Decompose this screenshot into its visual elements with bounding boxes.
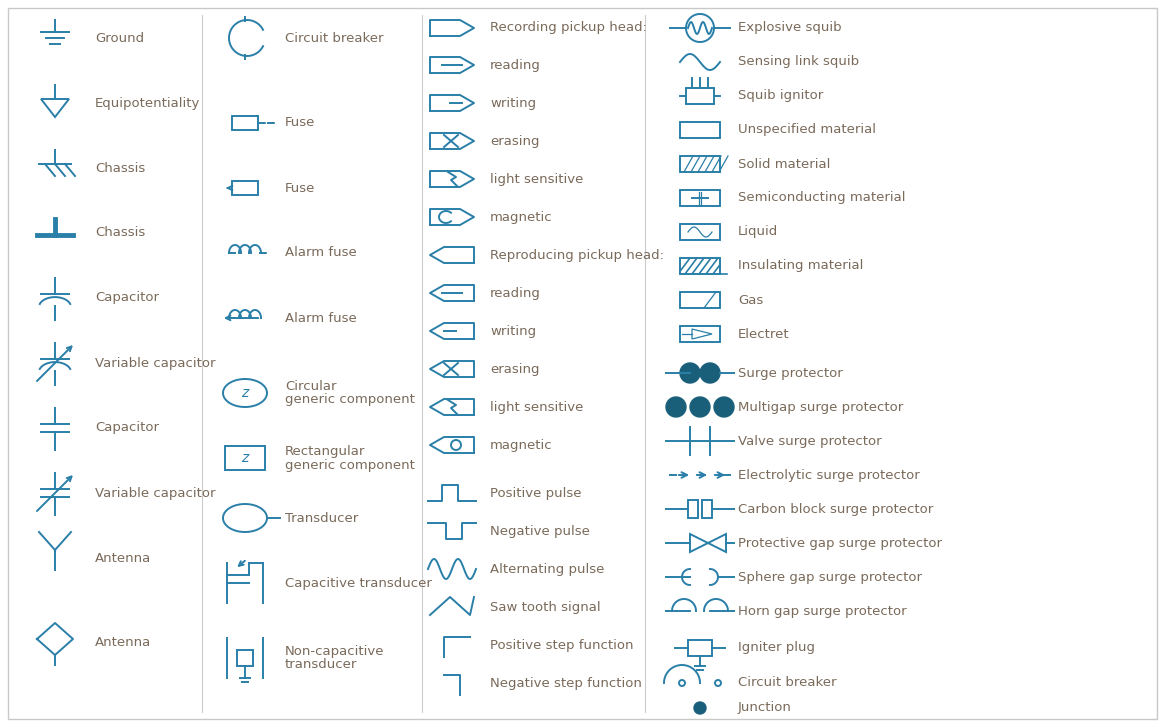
Bar bbox=[689, 640, 712, 656]
Text: Fuse: Fuse bbox=[285, 116, 316, 129]
Text: Junction: Junction bbox=[737, 702, 792, 715]
Text: erasing: erasing bbox=[490, 134, 539, 148]
Text: reading: reading bbox=[490, 286, 541, 300]
Text: Rectangular: Rectangular bbox=[285, 444, 366, 457]
Text: Circuit breaker: Circuit breaker bbox=[285, 31, 383, 44]
Text: reading: reading bbox=[490, 58, 541, 71]
Text: Ground: Ground bbox=[96, 31, 144, 44]
Text: writing: writing bbox=[490, 97, 536, 110]
Text: Capacitor: Capacitor bbox=[96, 292, 158, 305]
Bar bbox=[680, 258, 720, 274]
Bar bbox=[680, 224, 720, 240]
Text: Sensing link squib: Sensing link squib bbox=[737, 55, 859, 68]
Text: Electret: Electret bbox=[737, 327, 790, 340]
Circle shape bbox=[694, 702, 706, 714]
Text: writing: writing bbox=[490, 324, 536, 337]
Text: Antenna: Antenna bbox=[96, 637, 151, 649]
Text: Unspecified material: Unspecified material bbox=[737, 124, 876, 137]
Text: Solid material: Solid material bbox=[737, 158, 831, 171]
Text: magnetic: magnetic bbox=[490, 211, 552, 223]
Text: Fuse: Fuse bbox=[285, 182, 316, 195]
Text: Insulating material: Insulating material bbox=[737, 260, 863, 273]
Text: erasing: erasing bbox=[490, 363, 539, 376]
Text: Recording pickup head:: Recording pickup head: bbox=[490, 22, 647, 34]
Text: Positive pulse: Positive pulse bbox=[490, 486, 581, 499]
Bar bbox=[232, 116, 257, 130]
Text: light sensitive: light sensitive bbox=[490, 172, 584, 185]
Text: Circuit breaker: Circuit breaker bbox=[737, 677, 836, 689]
Text: Surge protector: Surge protector bbox=[737, 366, 842, 379]
Text: Alarm fuse: Alarm fuse bbox=[285, 246, 356, 260]
Bar bbox=[232, 181, 257, 195]
Text: Antenna: Antenna bbox=[96, 552, 151, 564]
Text: Squib ignitor: Squib ignitor bbox=[737, 89, 824, 103]
Text: generic component: generic component bbox=[285, 459, 415, 472]
Bar bbox=[680, 326, 720, 342]
Circle shape bbox=[680, 363, 700, 383]
Text: Reproducing pickup head:: Reproducing pickup head: bbox=[490, 249, 664, 262]
Text: Multigap surge protector: Multigap surge protector bbox=[737, 401, 903, 414]
Text: Explosive squib: Explosive squib bbox=[737, 22, 841, 34]
Text: Protective gap surge protector: Protective gap surge protector bbox=[737, 537, 942, 550]
Text: Igniter plug: Igniter plug bbox=[737, 641, 816, 654]
Text: Valve surge protector: Valve surge protector bbox=[737, 435, 882, 448]
Text: Carbon block surge protector: Carbon block surge protector bbox=[737, 502, 933, 515]
Text: z: z bbox=[241, 386, 248, 400]
Bar bbox=[702, 500, 712, 518]
Text: Chassis: Chassis bbox=[96, 161, 146, 174]
Text: Circular: Circular bbox=[285, 379, 337, 393]
Text: light sensitive: light sensitive bbox=[490, 401, 584, 414]
Text: magnetic: magnetic bbox=[490, 438, 552, 451]
Circle shape bbox=[700, 363, 720, 383]
Circle shape bbox=[714, 397, 734, 417]
Text: z: z bbox=[241, 451, 248, 465]
Text: Semiconducting material: Semiconducting material bbox=[737, 191, 905, 204]
Text: Capacitor: Capacitor bbox=[96, 422, 158, 435]
Bar bbox=[680, 156, 720, 172]
Text: Capacitive transducer: Capacitive transducer bbox=[285, 577, 432, 590]
Text: Positive step function: Positive step function bbox=[490, 638, 634, 651]
Circle shape bbox=[690, 397, 709, 417]
Text: Negative pulse: Negative pulse bbox=[490, 524, 589, 537]
Text: Sphere gap surge protector: Sphere gap surge protector bbox=[737, 571, 922, 584]
Bar bbox=[680, 292, 720, 308]
Text: Variable capacitor: Variable capacitor bbox=[96, 356, 216, 369]
Text: Equipotentiality: Equipotentiality bbox=[96, 97, 200, 110]
Text: Non-capacitive: Non-capacitive bbox=[285, 645, 384, 657]
Bar bbox=[225, 446, 264, 470]
Text: Liquid: Liquid bbox=[737, 225, 778, 238]
Bar bbox=[680, 122, 720, 138]
Text: Electrolytic surge protector: Electrolytic surge protector bbox=[737, 468, 919, 481]
Bar bbox=[680, 190, 720, 206]
Text: Transducer: Transducer bbox=[285, 512, 359, 524]
Text: Saw tooth signal: Saw tooth signal bbox=[490, 601, 601, 614]
Text: Variable capacitor: Variable capacitor bbox=[96, 486, 216, 499]
Text: Alternating pulse: Alternating pulse bbox=[490, 563, 605, 576]
Bar bbox=[236, 650, 253, 666]
Text: Gas: Gas bbox=[737, 294, 763, 307]
Text: Alarm fuse: Alarm fuse bbox=[285, 311, 356, 324]
Bar bbox=[686, 88, 714, 104]
Text: Horn gap surge protector: Horn gap surge protector bbox=[737, 604, 906, 617]
Text: generic component: generic component bbox=[285, 393, 415, 406]
Circle shape bbox=[666, 397, 686, 417]
Text: Chassis: Chassis bbox=[96, 227, 146, 239]
Text: Negative step function: Negative step function bbox=[490, 677, 642, 689]
Text: transducer: transducer bbox=[285, 659, 358, 672]
Bar bbox=[689, 500, 698, 518]
